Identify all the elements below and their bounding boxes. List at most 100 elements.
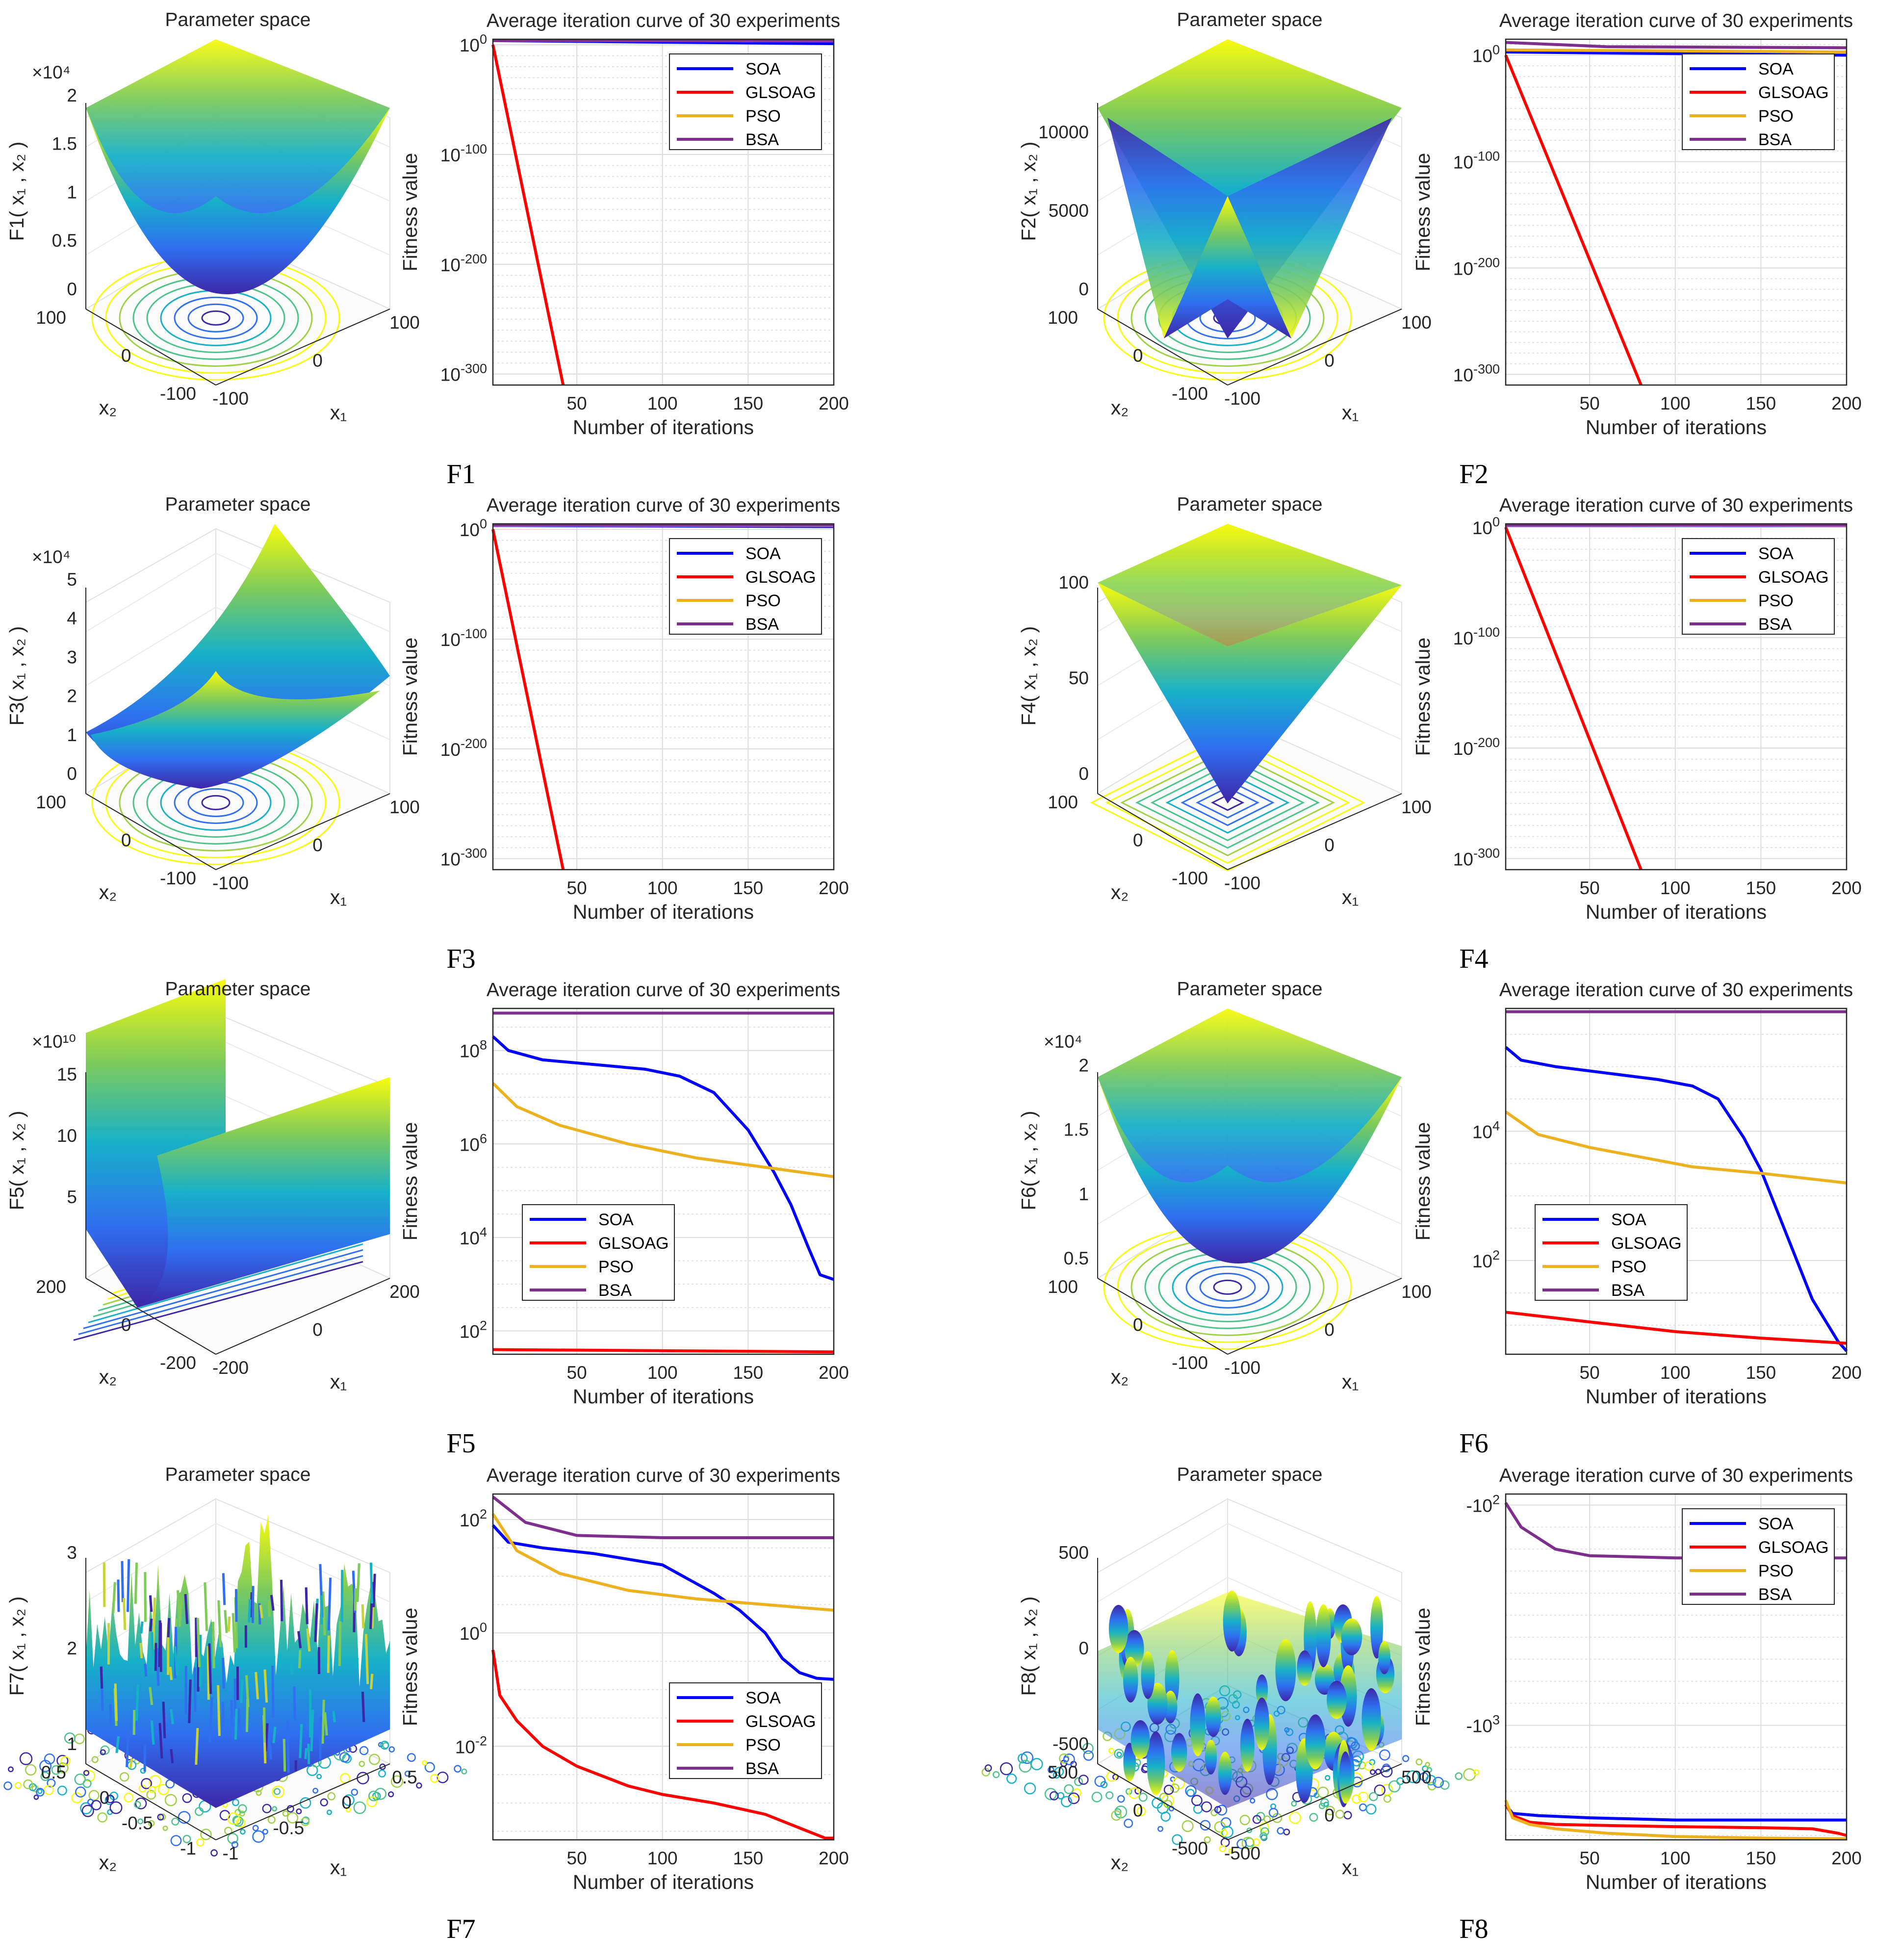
tick-mantissa: 10 [440,740,461,760]
surface-title: Parameter space [1177,494,1323,515]
surface-spike [259,1604,263,1619]
x1-axis-line [1227,1278,1402,1355]
legend-label-soa: SOA [598,1211,634,1229]
contour-line [1236,1839,1247,1849]
y-tick-label: 102 [460,1318,487,1341]
surface-spike [170,1709,174,1725]
tick-mantissa: 10 [1453,152,1473,172]
contour-line [1165,772,1290,834]
contour-line [1426,1767,1433,1773]
x2-axis-label: x₂ [99,1366,117,1388]
contour-line [1094,1776,1106,1787]
z-tick-label: 50 [1069,668,1089,688]
surface-spike [222,1573,226,1605]
x2-tick-label: -1 [180,1838,196,1858]
tick-mantissa: 10 [460,35,480,55]
surface-spike [208,1697,213,1743]
surface-wave-peak [1205,1697,1221,1737]
surface-wave-peak [1240,1719,1255,1772]
contour-line [1100,1781,1108,1788]
surface-spike [354,1657,359,1668]
contour-line [1325,1805,1335,1815]
x-tick-label: 50 [1580,1363,1600,1383]
surface-spike [221,1702,225,1728]
contour-line [1402,1755,1410,1762]
chart-title: Average iteration curve of 30 experiment… [487,1465,840,1486]
z-tick-label: 2 [1079,1056,1089,1076]
surface-spike [248,1599,252,1623]
tick-mantissa: -10 [1466,1496,1492,1516]
contour-line [19,1752,33,1765]
tick-mantissa: 10 [1453,258,1473,279]
tick-exponent: 2 [1492,1248,1500,1263]
series-line-glsoag [1504,1804,1847,1837]
x1-tick-label: 0 [1324,835,1335,855]
series-line-pso [1505,1110,1847,1185]
x-tick-label: 150 [733,1848,764,1868]
contour-line [1204,1836,1211,1843]
surface-spike [135,1684,139,1721]
x1-tick-label: -0.5 [273,1818,304,1838]
surface-spike [114,1683,118,1721]
x2-tick-label: 0 [1133,346,1143,366]
y-tick-label: 102 [1472,1248,1500,1271]
contour-line [1216,1805,1228,1816]
surface-spike [154,1643,157,1671]
x-tick-label: 50 [567,1848,587,1868]
surface-spike [356,1563,360,1602]
contour-line [91,1756,99,1763]
tick-mantissa: 10 [440,145,461,165]
contour-line [196,1838,205,1847]
x-tick-label: 100 [647,1848,678,1868]
z-tick-label: 100 [1058,572,1089,593]
contour-line [1259,1822,1269,1832]
surface-spike [109,1703,112,1726]
x2-tick-label: 0 [121,1315,131,1335]
surface-spike [149,1595,153,1612]
contour-line [1063,1756,1069,1762]
legend: SOA GLSOAG PSO BSA [1682,53,1835,150]
contour-line [240,1829,246,1835]
y-tick-label: 100 [460,1620,487,1644]
tick-mantissa: 10 [460,1228,480,1248]
surface-wave-peak [1316,1604,1331,1668]
contour-line [1199,1272,1256,1302]
contour-line [1068,1792,1080,1805]
contour-line [148,1820,155,1827]
z-axis-label: F5( x₁ , x₂ ) [5,1111,28,1211]
surface-title: Parameter space [165,979,311,1000]
y-tick-label: 100 [460,32,487,55]
surface-spike [250,1592,253,1618]
tick-exponent: -300 [461,846,487,861]
z-tick-label: 0 [1079,1638,1089,1658]
surface-spike [361,1604,365,1628]
x-tick-label: 100 [1660,1848,1691,1868]
tick-exponent: 2 [1492,1492,1500,1507]
contour-line [146,1790,156,1800]
surface-wave-peak [1147,1731,1165,1795]
surface-spike [134,1562,138,1604]
surface-spike [126,1732,130,1767]
z-tick-label: 0 [67,764,77,784]
z-axis-label: F8( x₁ , x₂ ) [1017,1597,1040,1696]
contour-line [1160,1811,1171,1822]
contour-line [327,1792,336,1801]
surface-wave-peak [1108,1605,1129,1653]
y-tick-label: 10-300 [440,361,487,385]
x2-tick-label: -100 [1172,384,1208,404]
contour-line [1053,1771,1060,1779]
x2-axis-line [85,1278,216,1355]
x2-tick-label: 0.5 [41,1762,66,1782]
chart-title: Average iteration curve of 30 experiment… [1499,980,1853,1001]
contour-line [1320,1798,1329,1807]
legend-label-soa: SOA [1611,1211,1646,1229]
contour-line [1030,1758,1043,1771]
contour-line [1172,1834,1183,1845]
surface-spike [338,1621,342,1666]
convergence-plot: 50 100 150 20010010-10010-20010-300SOAGLSOA… [1412,10,1862,438]
contour-line [178,1811,191,1824]
surface-spike [227,1616,231,1632]
z-axis-label: F3( x₁ , x₂ ) [5,626,28,726]
x2-axis-label: x₂ [1111,881,1129,903]
surface-spike [151,1632,155,1673]
